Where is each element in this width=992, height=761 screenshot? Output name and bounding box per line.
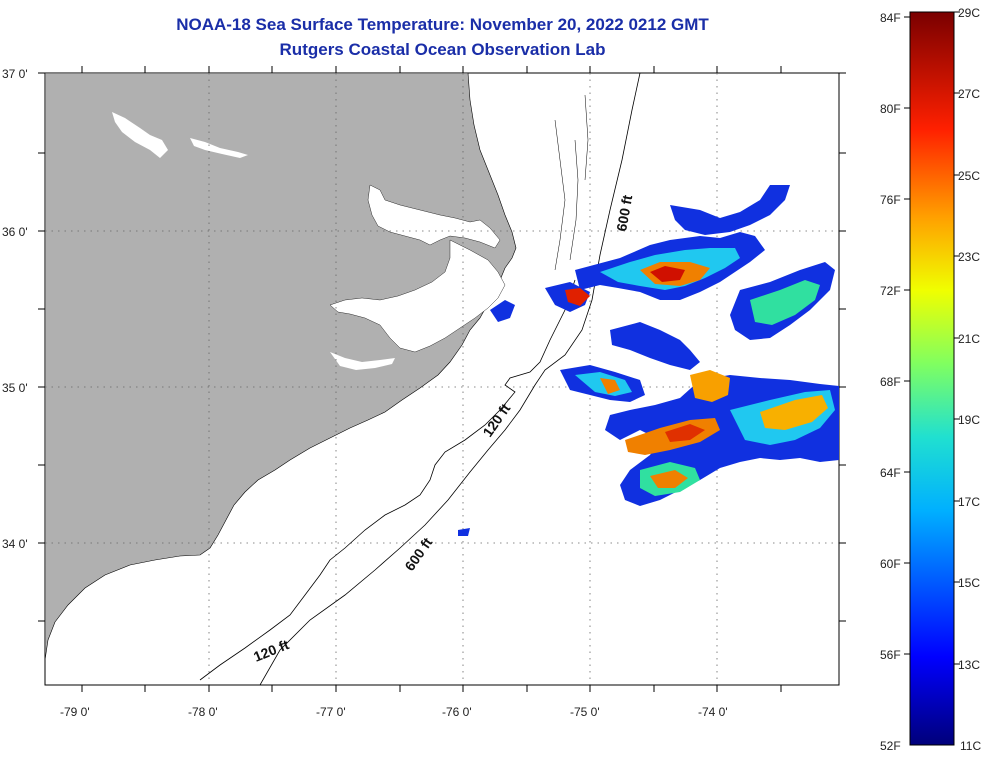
albemarle-sound [367,184,501,249]
colorbar-c-label: 21C [958,332,980,346]
x-axis-labels: -79 0' -78 0' -77 0' -76 0' -75 0' -74 0… [60,705,728,719]
x-tick-label: -79 0' [60,705,90,719]
colorbar-f-labels: 84F 80F 76F 72F 68F 64F 60F 56F 52F [880,11,901,753]
y-tick-label: 34 0' [2,537,28,551]
x-tick-label: -76 0' [442,705,472,719]
map-subtitle: Rutgers Coastal Ocean Observation Lab [279,40,606,59]
colorbar-c-label: 11C [960,739,981,753]
colorbar-ticks [904,11,960,665]
shoal-lines [554,94,589,271]
colorbar-c-label: 19C [958,413,980,427]
colorbar-f-label: 80F [880,102,901,116]
x-tick-label: -75 0' [570,705,600,719]
colorbar-c-label: 25C [958,169,980,183]
colorbar-c-label: 23C [958,250,980,264]
colorbar-f-label: 52F [880,739,901,753]
colorbar-c-label: 15C [958,576,980,590]
sst-data [458,185,839,536]
tick-marks [38,66,846,692]
colorbar-f-label: 68F [880,375,901,389]
colorbar-c-label: 13C [958,658,980,672]
colorbar-f-label: 84F [880,11,901,25]
x-tick-label: -74 0' [698,705,728,719]
x-tick-label: -77 0' [316,705,346,719]
contour-600ft [259,73,641,685]
x-tick-label: -78 0' [188,705,218,719]
colorbar-f-label: 60F [880,557,901,571]
inland-river [190,138,248,158]
contour-120ft [199,279,576,681]
inland-lake [112,112,168,158]
colorbar-f-label: 64F [880,466,901,480]
y-axis-labels: 37 0' 36 0' 35 0' 34 0' [2,67,28,551]
colorbar-c-label: 17C [958,495,980,509]
colorbar-f-label: 56F [880,648,901,662]
neuse-river [330,352,395,370]
contour-label-600-north: 600 ft [613,193,635,232]
y-tick-label: 37 0' [2,67,28,81]
colorbar-c-label: 29C [958,6,980,20]
colorbar-c-label: 27C [958,87,980,101]
pamlico-sound [329,239,506,353]
colorbar-c-labels: 29C 27C 25C 23C 21C 19C 17C 15C 13C 11C [958,6,981,753]
colorbar-f-label: 76F [880,193,901,207]
map-title: NOAA-18 Sea Surface Temperature: Novembe… [176,15,709,34]
y-tick-label: 36 0' [2,225,28,239]
colorbar [909,11,955,746]
y-tick-label: 35 0' [2,381,28,395]
colorbar-f-label: 72F [880,284,901,298]
